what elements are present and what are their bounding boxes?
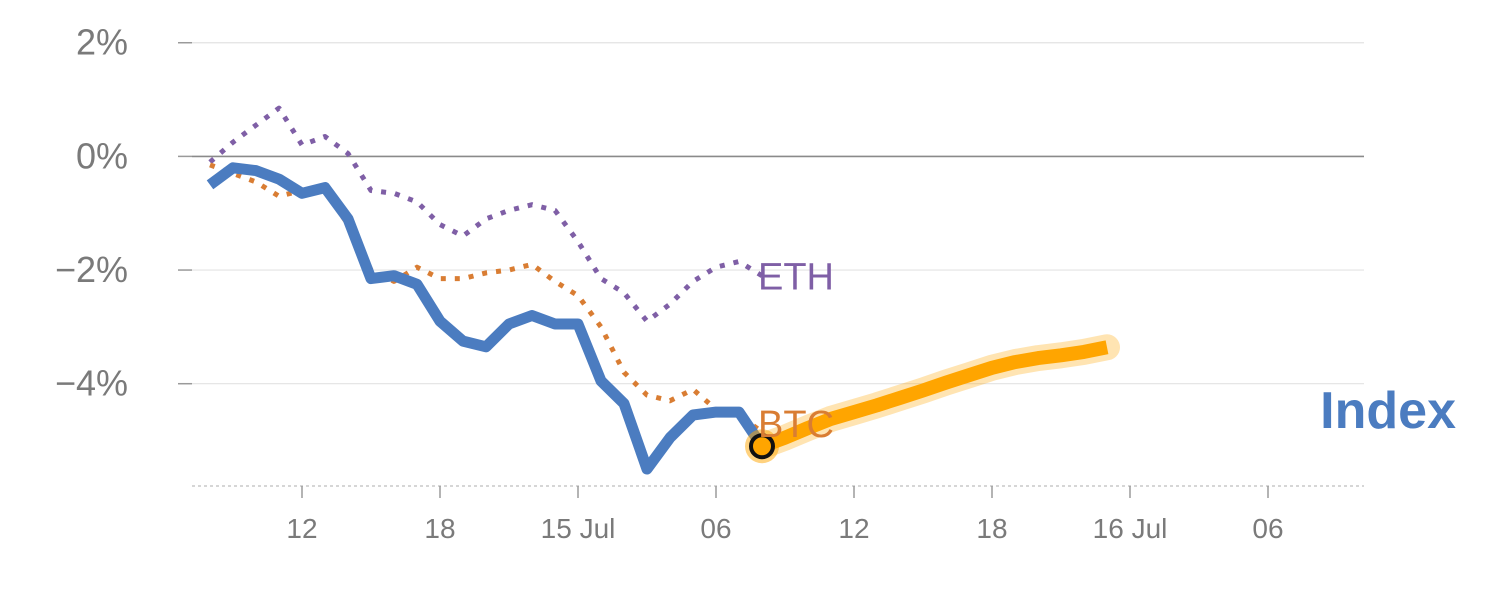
current-point-marker bbox=[749, 433, 775, 460]
x-tick-label: 06 bbox=[700, 513, 731, 544]
x-tick-label: 12 bbox=[286, 513, 317, 544]
x-tick-label: 16 Jul bbox=[1093, 513, 1168, 544]
x-tick-label: 12 bbox=[838, 513, 869, 544]
series-label-btc: BTC bbox=[758, 404, 834, 446]
x-tick-label: 18 bbox=[424, 513, 455, 544]
x-tick-label: 06 bbox=[1252, 513, 1283, 544]
forecast-line bbox=[759, 340, 1109, 453]
y-tick-label: 2% bbox=[76, 22, 128, 63]
x-tick-label: 18 bbox=[976, 513, 1007, 544]
series-label-eth: ETH bbox=[758, 257, 834, 299]
series-line-index bbox=[206, 162, 767, 475]
axis-layer: 2% 0% −2% −4% 12 18 15 Jul 06 12 18 16 Jul 06 bbox=[55, 22, 1364, 544]
y-tick-label: −2% bbox=[55, 249, 128, 290]
series-layer bbox=[206, 105, 1120, 475]
x-tick-label: 15 Jul bbox=[541, 513, 616, 544]
y-tick-label: −4% bbox=[55, 363, 128, 404]
grid-layer bbox=[192, 42, 1364, 385]
label-layer: ETH BTC Index bbox=[758, 257, 1456, 446]
series-line-eth bbox=[208, 105, 764, 324]
series-label-index: Index bbox=[1320, 382, 1456, 440]
y-tick-label: 0% bbox=[76, 135, 128, 176]
